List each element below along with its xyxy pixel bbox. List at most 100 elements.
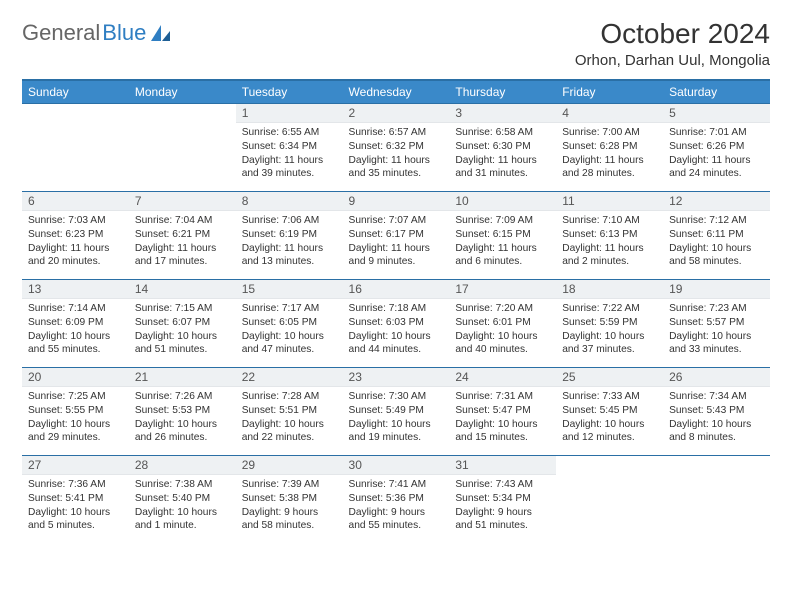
calendar-cell: 28Sunrise: 7:38 AMSunset: 5:40 PMDayligh… xyxy=(129,456,236,544)
calendar-week: 6Sunrise: 7:03 AMSunset: 6:23 PMDaylight… xyxy=(22,192,770,280)
day-details: Sunrise: 7:23 AMSunset: 5:57 PMDaylight:… xyxy=(663,299,770,361)
day-details: Sunrise: 7:14 AMSunset: 6:09 PMDaylight:… xyxy=(22,299,129,361)
day-details: Sunrise: 7:25 AMSunset: 5:55 PMDaylight:… xyxy=(22,387,129,449)
day-number: 19 xyxy=(663,280,770,299)
day-details: Sunrise: 7:31 AMSunset: 5:47 PMDaylight:… xyxy=(449,387,556,449)
day-details: Sunrise: 7:07 AMSunset: 6:17 PMDaylight:… xyxy=(343,211,450,273)
day-details: Sunrise: 7:43 AMSunset: 5:34 PMDaylight:… xyxy=(449,475,556,537)
day-number: 17 xyxy=(449,280,556,299)
day-number: 2 xyxy=(343,104,450,123)
day-number: 24 xyxy=(449,368,556,387)
calendar-week: 13Sunrise: 7:14 AMSunset: 6:09 PMDayligh… xyxy=(22,280,770,368)
day-details: Sunrise: 7:30 AMSunset: 5:49 PMDaylight:… xyxy=(343,387,450,449)
sail-icon xyxy=(150,24,172,42)
calendar-cell: 13Sunrise: 7:14 AMSunset: 6:09 PMDayligh… xyxy=(22,280,129,368)
day-details: Sunrise: 6:57 AMSunset: 6:32 PMDaylight:… xyxy=(343,123,450,185)
day-number: 23 xyxy=(343,368,450,387)
day-number: 15 xyxy=(236,280,343,299)
brand-part1: General xyxy=(22,20,100,46)
calendar-cell: 22Sunrise: 7:28 AMSunset: 5:51 PMDayligh… xyxy=(236,368,343,456)
header: GeneralBlue October 2024 Orhon, Darhan U… xyxy=(22,18,770,73)
calendar-week: 20Sunrise: 7:25 AMSunset: 5:55 PMDayligh… xyxy=(22,368,770,456)
calendar-cell: 19Sunrise: 7:23 AMSunset: 5:57 PMDayligh… xyxy=(663,280,770,368)
calendar-cell: 18Sunrise: 7:22 AMSunset: 5:59 PMDayligh… xyxy=(556,280,663,368)
calendar-cell: .. xyxy=(129,104,236,192)
calendar-cell: 30Sunrise: 7:41 AMSunset: 5:36 PMDayligh… xyxy=(343,456,450,544)
day-number: 9 xyxy=(343,192,450,211)
day-details: Sunrise: 7:20 AMSunset: 6:01 PMDaylight:… xyxy=(449,299,556,361)
calendar-cell: 15Sunrise: 7:17 AMSunset: 6:05 PMDayligh… xyxy=(236,280,343,368)
day-number: 31 xyxy=(449,456,556,475)
day-header: Friday xyxy=(556,80,663,104)
calendar-cell: 16Sunrise: 7:18 AMSunset: 6:03 PMDayligh… xyxy=(343,280,450,368)
calendar-cell: 20Sunrise: 7:25 AMSunset: 5:55 PMDayligh… xyxy=(22,368,129,456)
brand-logo: GeneralBlue xyxy=(22,20,172,46)
day-number: 8 xyxy=(236,192,343,211)
day-number: 20 xyxy=(22,368,129,387)
calendar-cell: .. xyxy=(22,104,129,192)
day-details: Sunrise: 7:22 AMSunset: 5:59 PMDaylight:… xyxy=(556,299,663,361)
calendar-cell: 14Sunrise: 7:15 AMSunset: 6:07 PMDayligh… xyxy=(129,280,236,368)
day-header: Tuesday xyxy=(236,80,343,104)
day-header: Monday xyxy=(129,80,236,104)
calendar-cell: 12Sunrise: 7:12 AMSunset: 6:11 PMDayligh… xyxy=(663,192,770,280)
day-details: Sunrise: 7:03 AMSunset: 6:23 PMDaylight:… xyxy=(22,211,129,273)
day-number: 26 xyxy=(663,368,770,387)
day-number: 29 xyxy=(236,456,343,475)
day-header: Thursday xyxy=(449,80,556,104)
calendar-table: SundayMondayTuesdayWednesdayThursdayFrid… xyxy=(22,79,770,544)
day-number: 5 xyxy=(663,104,770,123)
day-details: Sunrise: 7:00 AMSunset: 6:28 PMDaylight:… xyxy=(556,123,663,185)
day-number: 12 xyxy=(663,192,770,211)
brand-part2: Blue xyxy=(102,20,146,46)
day-details: Sunrise: 7:26 AMSunset: 5:53 PMDaylight:… xyxy=(129,387,236,449)
day-number: 4 xyxy=(556,104,663,123)
day-number: 16 xyxy=(343,280,450,299)
day-number: 30 xyxy=(343,456,450,475)
day-details: Sunrise: 7:28 AMSunset: 5:51 PMDaylight:… xyxy=(236,387,343,449)
day-details: Sunrise: 6:58 AMSunset: 6:30 PMDaylight:… xyxy=(449,123,556,185)
calendar-cell: 7Sunrise: 7:04 AMSunset: 6:21 PMDaylight… xyxy=(129,192,236,280)
day-number: 18 xyxy=(556,280,663,299)
calendar-cell: 24Sunrise: 7:31 AMSunset: 5:47 PMDayligh… xyxy=(449,368,556,456)
day-number: 28 xyxy=(129,456,236,475)
day-header: Saturday xyxy=(663,80,770,104)
day-number: 7 xyxy=(129,192,236,211)
day-details: Sunrise: 7:12 AMSunset: 6:11 PMDaylight:… xyxy=(663,211,770,273)
calendar-cell: 17Sunrise: 7:20 AMSunset: 6:01 PMDayligh… xyxy=(449,280,556,368)
calendar-week: ....1Sunrise: 6:55 AMSunset: 6:34 PMDayl… xyxy=(22,104,770,192)
day-header: Sunday xyxy=(22,80,129,104)
day-number: 6 xyxy=(22,192,129,211)
calendar-cell: 10Sunrise: 7:09 AMSunset: 6:15 PMDayligh… xyxy=(449,192,556,280)
day-header: Wednesday xyxy=(343,80,450,104)
day-details: Sunrise: 7:38 AMSunset: 5:40 PMDaylight:… xyxy=(129,475,236,537)
calendar-cell: 11Sunrise: 7:10 AMSunset: 6:13 PMDayligh… xyxy=(556,192,663,280)
calendar-cell: .. xyxy=(663,456,770,544)
day-details: Sunrise: 7:06 AMSunset: 6:19 PMDaylight:… xyxy=(236,211,343,273)
day-details: Sunrise: 7:09 AMSunset: 6:15 PMDaylight:… xyxy=(449,211,556,273)
day-details: Sunrise: 7:39 AMSunset: 5:38 PMDaylight:… xyxy=(236,475,343,537)
day-details: Sunrise: 7:41 AMSunset: 5:36 PMDaylight:… xyxy=(343,475,450,537)
month-title: October 2024 xyxy=(575,18,770,50)
day-details: Sunrise: 7:01 AMSunset: 6:26 PMDaylight:… xyxy=(663,123,770,185)
calendar-cell: 23Sunrise: 7:30 AMSunset: 5:49 PMDayligh… xyxy=(343,368,450,456)
day-details: Sunrise: 7:10 AMSunset: 6:13 PMDaylight:… xyxy=(556,211,663,273)
calendar-cell: 31Sunrise: 7:43 AMSunset: 5:34 PMDayligh… xyxy=(449,456,556,544)
day-number: 21 xyxy=(129,368,236,387)
calendar-week: 27Sunrise: 7:36 AMSunset: 5:41 PMDayligh… xyxy=(22,456,770,544)
location: Orhon, Darhan Uul, Mongolia xyxy=(575,52,770,69)
day-details: Sunrise: 7:33 AMSunset: 5:45 PMDaylight:… xyxy=(556,387,663,449)
day-number: 14 xyxy=(129,280,236,299)
calendar-cell: 4Sunrise: 7:00 AMSunset: 6:28 PMDaylight… xyxy=(556,104,663,192)
calendar-cell: .. xyxy=(556,456,663,544)
calendar-cell: 5Sunrise: 7:01 AMSunset: 6:26 PMDaylight… xyxy=(663,104,770,192)
calendar-cell: 21Sunrise: 7:26 AMSunset: 5:53 PMDayligh… xyxy=(129,368,236,456)
calendar-cell: 27Sunrise: 7:36 AMSunset: 5:41 PMDayligh… xyxy=(22,456,129,544)
day-details: Sunrise: 7:18 AMSunset: 6:03 PMDaylight:… xyxy=(343,299,450,361)
calendar-cell: 25Sunrise: 7:33 AMSunset: 5:45 PMDayligh… xyxy=(556,368,663,456)
day-number: 13 xyxy=(22,280,129,299)
calendar-cell: 6Sunrise: 7:03 AMSunset: 6:23 PMDaylight… xyxy=(22,192,129,280)
day-header-row: SundayMondayTuesdayWednesdayThursdayFrid… xyxy=(22,80,770,104)
calendar-cell: 9Sunrise: 7:07 AMSunset: 6:17 PMDaylight… xyxy=(343,192,450,280)
calendar-cell: 8Sunrise: 7:06 AMSunset: 6:19 PMDaylight… xyxy=(236,192,343,280)
